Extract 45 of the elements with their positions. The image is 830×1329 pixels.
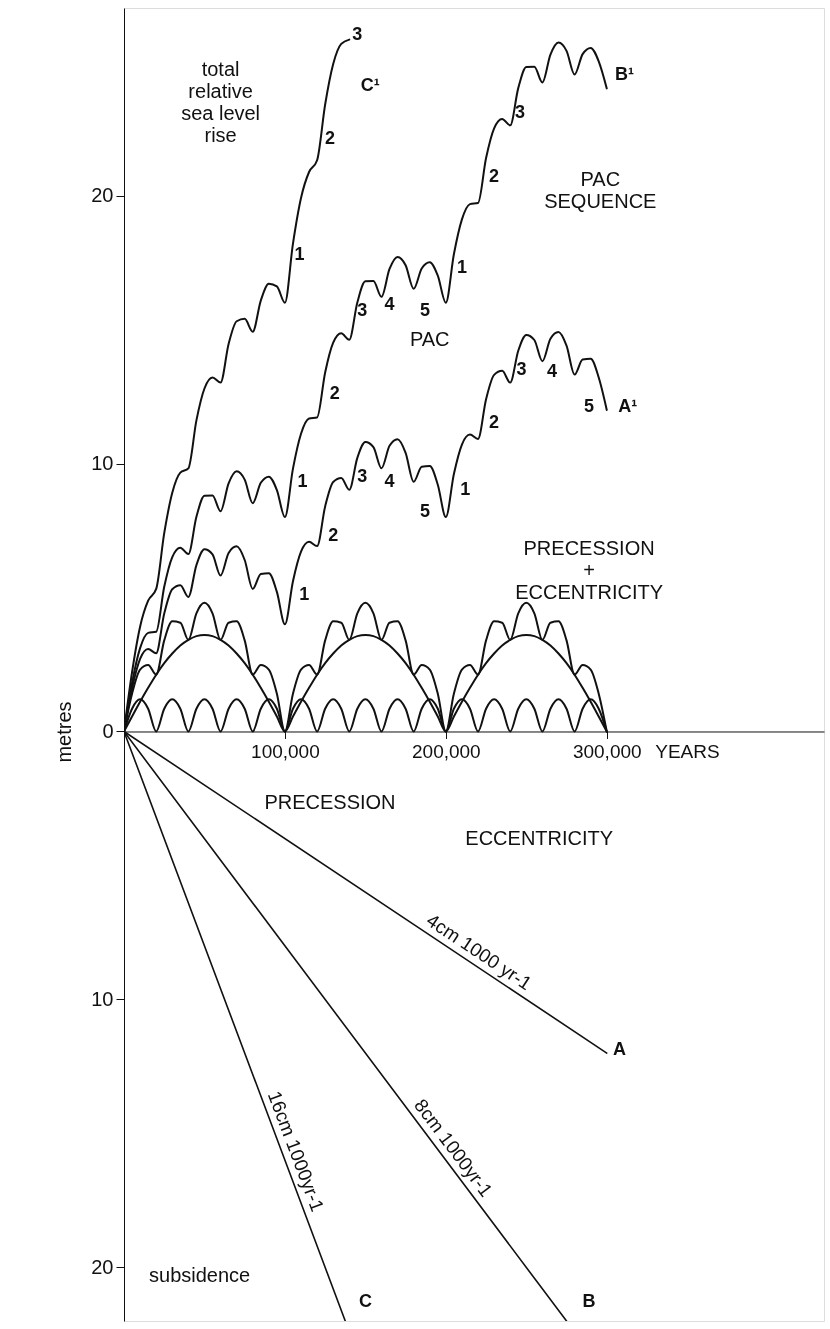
annotation: 2: [324, 128, 336, 149]
annotation: A¹: [618, 396, 638, 417]
annotation: 5: [419, 299, 430, 320]
annotation: 4: [384, 471, 395, 492]
x-tick-label: 200,000: [412, 740, 481, 762]
annotation: ECCENTRICITY: [465, 826, 614, 849]
annotation: PAC: [409, 328, 450, 351]
annotation: 1: [297, 471, 308, 492]
annotation: 2: [489, 412, 500, 433]
annotation: C¹: [360, 74, 380, 95]
text: 4cm 1000 yr-1: [422, 909, 536, 995]
annotation: PRECESSION: [264, 790, 396, 813]
annotation: 3: [514, 101, 525, 122]
annotation: PAC SEQUENCE: [544, 167, 657, 212]
annotation: 1: [460, 479, 471, 500]
y-tick-label: 10: [91, 452, 114, 475]
annotation: 3: [352, 23, 363, 44]
annotation: 1: [299, 583, 310, 604]
x-tick-label: 100,000: [251, 740, 320, 762]
x-axis-title: YEARS: [655, 740, 720, 762]
annotation: 5: [584, 396, 595, 417]
y-tick-label: 20: [91, 1255, 114, 1278]
annotation: 2: [328, 524, 339, 545]
annotation: 4: [546, 361, 558, 382]
annotation: subsidence: [149, 1263, 251, 1286]
x-tick-label: 300,000: [572, 740, 642, 762]
y-tick-label: 10: [91, 987, 114, 1010]
annotation: 1: [456, 256, 467, 277]
annotation: B: [582, 1291, 596, 1312]
annotation: 3: [516, 358, 527, 379]
annotation: total relative sea level rise: [181, 57, 261, 146]
y-tick-label: 0: [102, 719, 114, 742]
annotation: 3: [357, 465, 368, 486]
y-axis-title: metres: [52, 701, 75, 763]
annotation: 3: [357, 299, 368, 320]
annotation: C: [358, 1291, 372, 1312]
annotation: 5: [419, 500, 430, 521]
annotation: PRECESSION + ECCENTRICITY: [515, 537, 663, 604]
annotation: A: [613, 1039, 627, 1060]
annotation: 1: [294, 243, 305, 264]
annotation: B¹: [615, 64, 634, 84]
annotation: 4: [384, 294, 395, 315]
annotation: 2: [489, 165, 500, 186]
y-tick-label: 20: [91, 184, 114, 207]
annotation: 2: [329, 382, 340, 403]
